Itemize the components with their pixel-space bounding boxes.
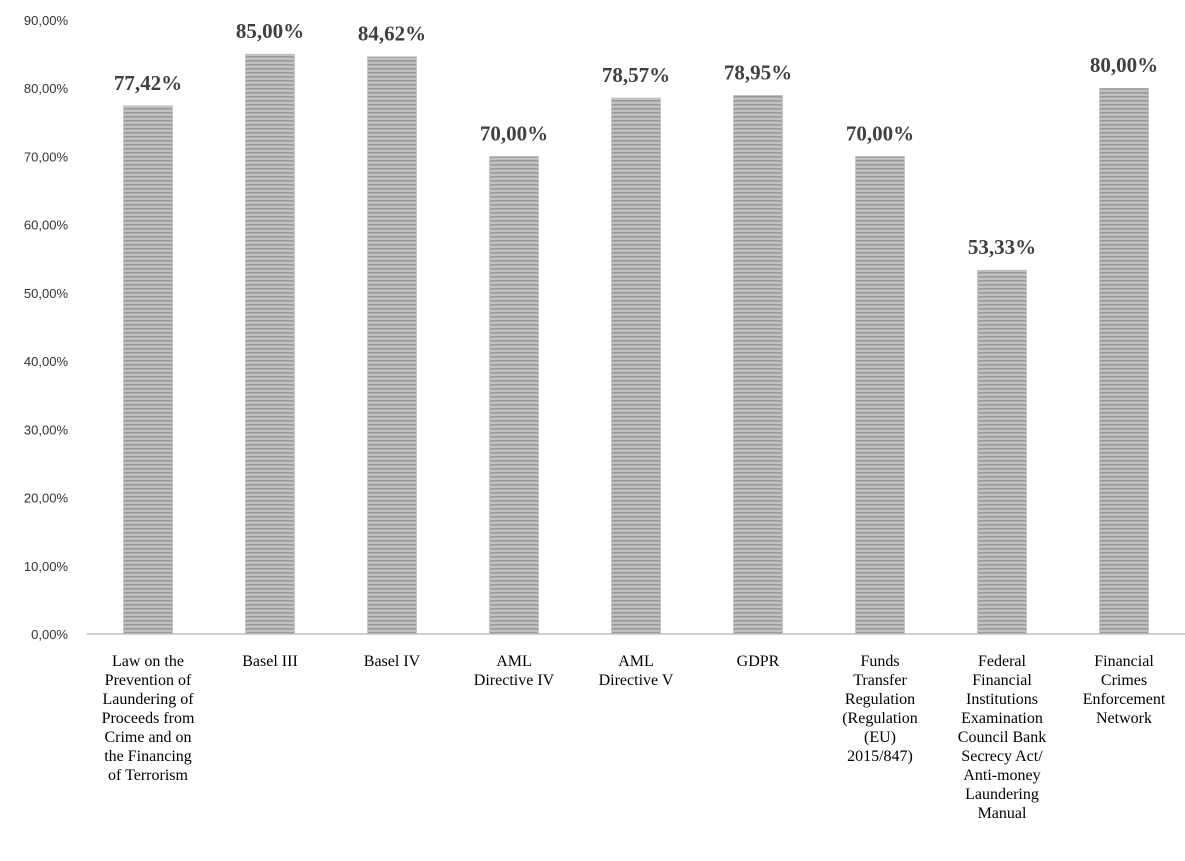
x-tick-label: Basel III [242,653,298,670]
x-tick-label-line: Anti-money [963,767,1040,784]
x-tick-label-line: AML [496,653,532,670]
y-tick-label: 30,00% [24,422,69,437]
data-label: 78,57% [602,63,670,87]
x-tick-label-line: Laundering of [102,691,194,708]
bar [733,95,783,635]
x-tick-label-line: Council Bank [958,729,1046,746]
bar [611,97,661,635]
bar [855,156,905,635]
x-tick-label-line: Basel III [242,653,298,670]
x-tick-label-line: GDPR [737,653,780,670]
x-tick-label-line: Financial [972,672,1032,689]
y-tick-label: 40,00% [24,354,69,369]
y-axis-tick-labels: 0,00% 10,00% 20,00% 30,00% 40,00% 50,00% 60,00… [24,13,69,642]
bar [489,156,539,635]
x-tick-label-line: Law on the [112,653,184,670]
data-label: 78,95% [724,60,792,84]
x-tick-label-line: Transfer [853,672,907,689]
x-tick-label-line: Financial [1094,653,1154,670]
x-tick-label: AML Directive IV [474,653,555,689]
bar [123,105,173,635]
y-tick-label: 80,00% [24,81,69,96]
bar [1099,87,1149,635]
x-tick-label-line: Secrecy Act/ [961,748,1043,765]
x-tick-label-line: of Terrorism [108,767,188,784]
x-tick-label-line: Institutions [966,691,1038,708]
bar [245,53,295,635]
data-label: 77,42% [114,71,182,95]
y-tick-label: 60,00% [24,218,69,233]
y-tick-label: 70,00% [24,149,69,164]
x-tick-label: Federal Financial Institutions Examination C… [958,653,1046,822]
x-tick-label: Financial Crimes Enforcement Network [1083,653,1166,727]
data-label: 84,62% [358,22,426,46]
x-tick-label-line: Examination [961,710,1043,727]
x-tick-label-line: Directive IV [474,672,555,689]
x-tick-label-line: Directive V [599,672,674,689]
x-tick-label-line: (Regulation [842,710,918,727]
x-tick-label-line: Prevention of [105,672,192,689]
x-tick-label-line: Basel IV [364,653,421,670]
x-tick-label-line: Federal [978,653,1027,670]
x-axis-category-labels: Law on the Prevention of Laundering of Proc… [102,653,1166,822]
data-label: 85,00% [236,19,304,43]
data-label: 80,00% [1090,53,1158,77]
x-tick-label-line: Regulation [845,691,915,708]
x-tick-label-line: Enforcement [1083,691,1166,708]
x-tick-label-line: Crimes [1101,672,1147,689]
y-tick-label: 50,00% [24,286,69,301]
x-tick-label-line: Laundering [965,786,1039,803]
x-tick-label: Basel IV [364,653,421,670]
x-tick-label: Funds Transfer Regulation (Regulation (EU) 20… [842,653,918,765]
data-label: 70,00% [480,121,548,145]
y-tick-label: 20,00% [24,491,69,506]
bar [977,269,1027,635]
bar [367,56,417,635]
y-tick-label: 90,00% [24,13,69,28]
x-tick-label-line: Network [1096,710,1152,727]
y-tick-label: 10,00% [24,559,69,574]
x-tick-label-line: the Financing [104,748,192,765]
x-tick-label-line: 2015/847) [847,748,913,765]
x-tick-label: Law on the Prevention of Laundering of Proc… [102,653,195,784]
x-tick-label-line: (EU) [864,729,896,746]
x-tick-label-line: Manual [978,805,1027,822]
data-label: 70,00% [846,121,914,145]
x-tick-label-line: Proceeds from [102,710,195,727]
data-labels: 77,42% 85,00% 84,62% 70,00% 78,57% 78,95% 70,0… [114,19,1158,259]
x-tick-label: AML Directive V [599,653,674,689]
x-tick-label-line: Funds [860,653,899,670]
y-tick-label: 0,00% [31,627,68,642]
x-tick-label-line: Crime and on [104,729,191,746]
x-tick-label: GDPR [737,653,780,670]
bars [123,53,1149,635]
x-tick-label-line: AML [618,653,654,670]
data-label: 53,33% [968,235,1036,259]
